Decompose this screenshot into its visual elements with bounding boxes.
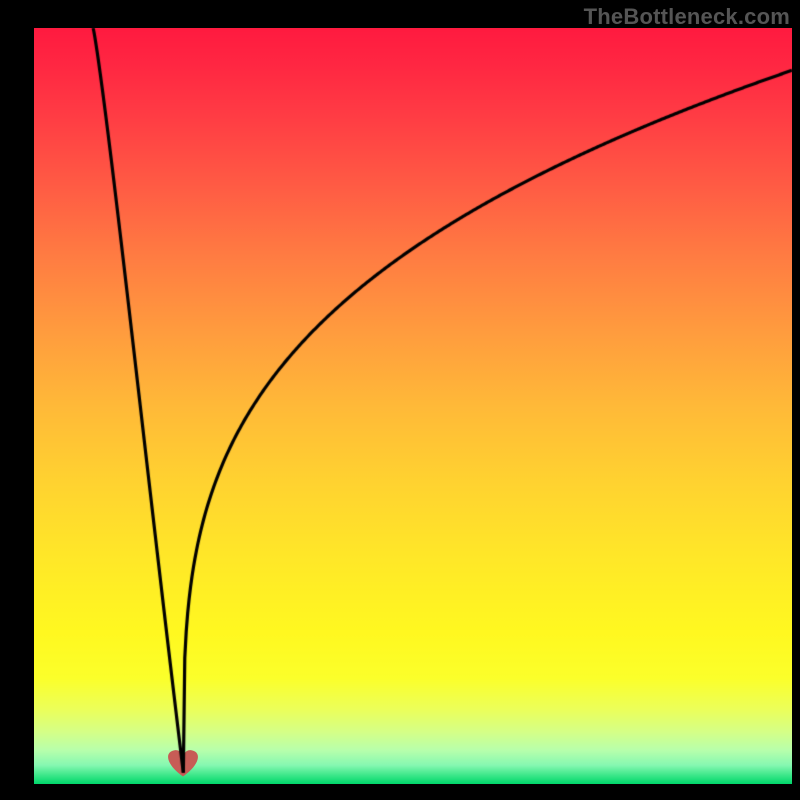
bottleneck-curve xyxy=(0,0,800,800)
chart-container: TheBottleneck.com xyxy=(0,0,800,800)
watermark-text: TheBottleneck.com xyxy=(584,4,790,30)
